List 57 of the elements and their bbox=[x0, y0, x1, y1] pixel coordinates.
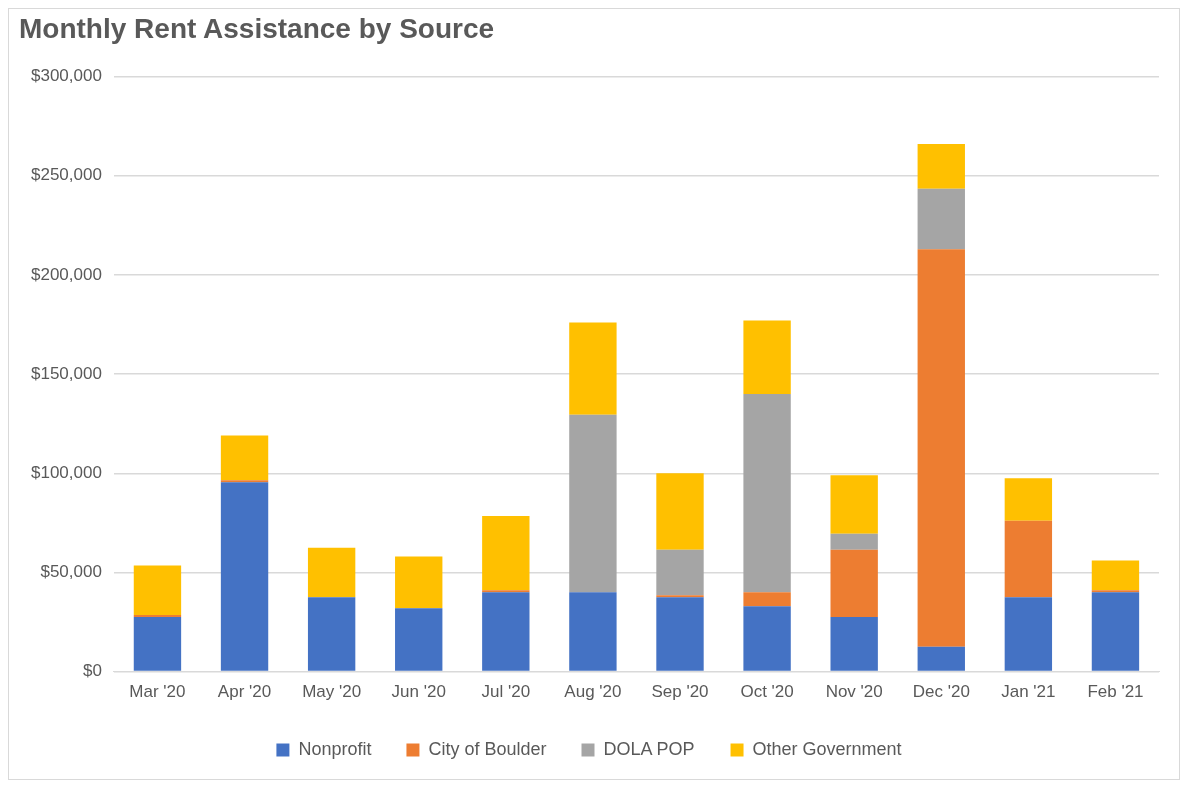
bar bbox=[133, 565, 182, 616]
bar bbox=[307, 597, 356, 671]
y-tick-label: $50,000 bbox=[40, 562, 102, 582]
bar bbox=[395, 608, 443, 671]
legend-label: Nonprofit bbox=[298, 738, 372, 759]
bar bbox=[830, 533, 878, 550]
bar bbox=[830, 617, 878, 671]
bar bbox=[482, 592, 530, 671]
bar bbox=[917, 646, 965, 671]
bar bbox=[395, 556, 443, 609]
x-tick-label: Jul '20 bbox=[481, 682, 531, 702]
bar bbox=[482, 515, 530, 591]
bar bbox=[656, 549, 704, 596]
x-tick-label: Nov '20 bbox=[825, 682, 883, 702]
x-tick-label: Dec '20 bbox=[912, 682, 970, 702]
legend-label: Other Government bbox=[752, 738, 902, 759]
x-tick-label: Oct '20 bbox=[740, 682, 794, 702]
bar bbox=[743, 606, 791, 671]
x-tick-label: Jan '21 bbox=[1001, 682, 1056, 702]
bar bbox=[656, 597, 704, 671]
y-tick-label: $250,000 bbox=[31, 165, 102, 185]
bar bbox=[917, 144, 965, 189]
y-tick-label: $300,000 bbox=[31, 66, 102, 86]
bar bbox=[1091, 592, 1140, 671]
y-tick-label: $200,000 bbox=[31, 264, 102, 284]
bar bbox=[1091, 560, 1140, 591]
bar bbox=[656, 473, 704, 550]
chart-title: Monthly Rent Assistance by Source bbox=[19, 12, 495, 44]
legend-label: DOLA POP bbox=[603, 738, 695, 759]
x-tick-label: Sep '20 bbox=[651, 682, 709, 702]
bar bbox=[743, 393, 791, 593]
y-tick-label: $0 bbox=[82, 661, 102, 681]
bar bbox=[220, 482, 269, 671]
x-tick-label: May '20 bbox=[302, 682, 362, 702]
bar bbox=[569, 414, 617, 593]
bar bbox=[220, 435, 269, 481]
bar bbox=[830, 549, 878, 618]
x-tick-label: Jun '20 bbox=[391, 682, 446, 702]
bar bbox=[743, 592, 791, 607]
bar bbox=[917, 249, 965, 647]
x-tick-label: Apr '20 bbox=[217, 682, 272, 702]
bar bbox=[830, 475, 878, 534]
bar bbox=[569, 592, 617, 671]
bar bbox=[1004, 597, 1053, 671]
bar bbox=[917, 188, 965, 250]
bar bbox=[1004, 478, 1053, 521]
bar bbox=[743, 320, 791, 394]
legend-label: City of Boulder bbox=[428, 738, 547, 759]
y-tick-label: $100,000 bbox=[31, 462, 102, 482]
x-tick-label: Feb '21 bbox=[1087, 682, 1144, 702]
bar bbox=[569, 322, 617, 415]
y-tick-label: $150,000 bbox=[31, 363, 102, 383]
bar bbox=[307, 547, 356, 598]
x-tick-label: Mar '20 bbox=[129, 682, 186, 702]
x-tick-label: Aug '20 bbox=[564, 682, 622, 702]
bar bbox=[1004, 520, 1053, 598]
bar bbox=[133, 617, 182, 671]
